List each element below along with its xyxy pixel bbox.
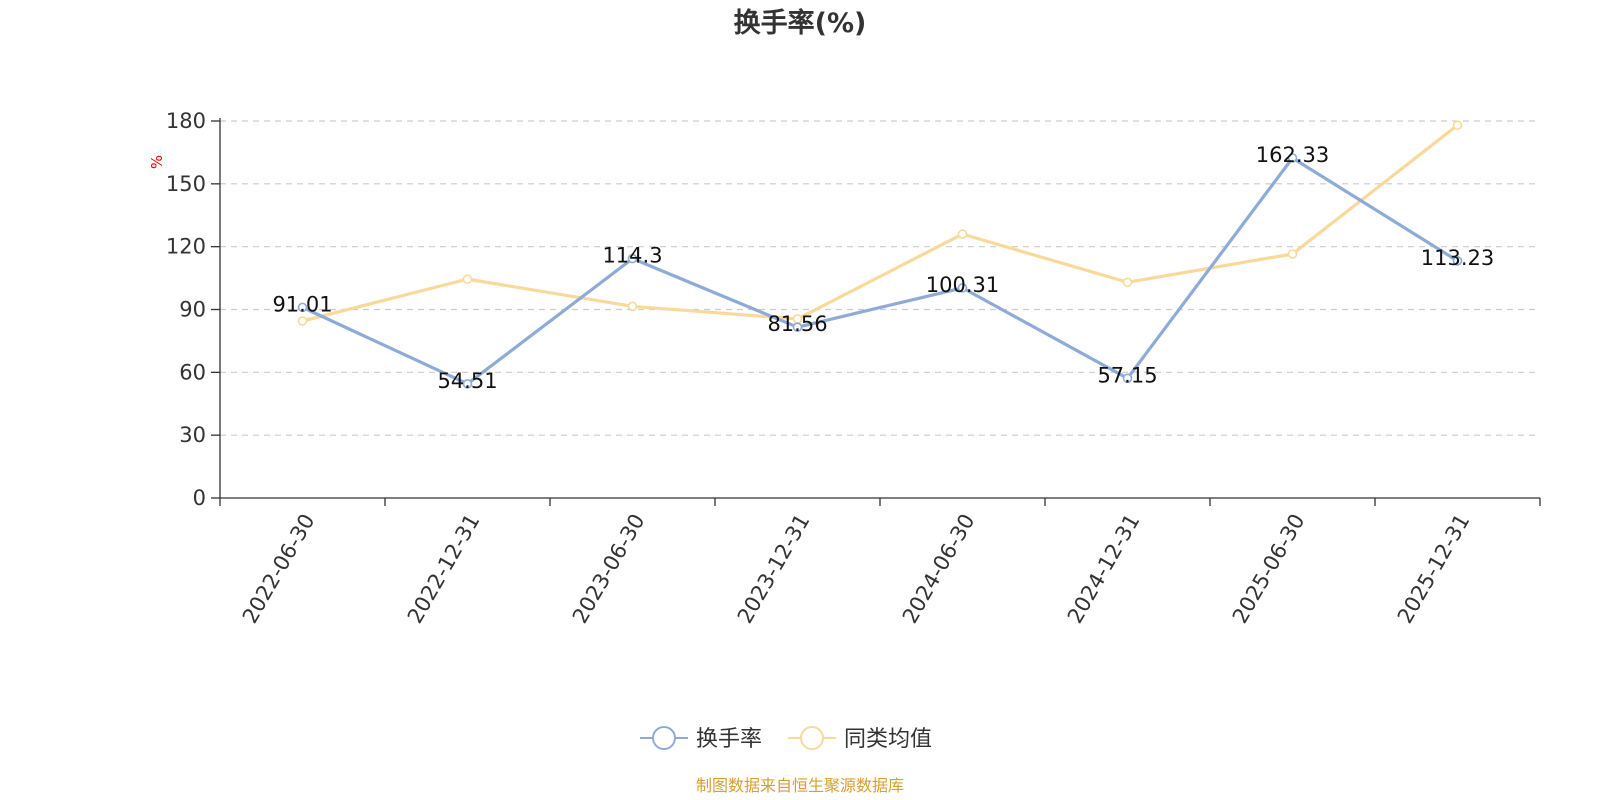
data-point[interactable] xyxy=(1122,373,1133,384)
series-line-1 xyxy=(302,123,1459,323)
data-label: 54.51 xyxy=(437,369,497,393)
y-axis-unit: % xyxy=(148,155,166,169)
data-point[interactable] xyxy=(627,301,638,312)
y-tick-label: 60 xyxy=(179,360,206,384)
y-tick-label: 90 xyxy=(179,298,206,322)
x-axis-ticks: 2022-06-30 2022-12-31 2023-06-30 2023-12-31… xyxy=(219,498,1541,628)
data-label: 162.33 xyxy=(1256,143,1329,167)
x-tick-label: 2024-06-30 xyxy=(898,510,980,628)
data-label: 114.3 xyxy=(602,244,662,268)
series-lines xyxy=(297,120,1463,389)
x-tick-label: 2024-12-31 xyxy=(1063,510,1145,628)
x-tick-label: 2023-06-30 xyxy=(568,510,650,628)
y-tick-label: 150 xyxy=(166,172,206,196)
legend-item[interactable]: 同类均值 xyxy=(788,726,932,752)
data-label: 91.01 xyxy=(272,292,332,316)
data-point[interactable] xyxy=(792,322,803,332)
data-label: 57.15 xyxy=(1097,363,1157,387)
y-axis-ticks: 0 30 60 90 120 150 180 xyxy=(166,109,220,510)
data-labels: 91.01 54.51 114.3 81.56 100.31 57.15 162.33 113… xyxy=(272,143,1494,393)
legend[interactable]: 换手率 同类均值 xyxy=(640,726,932,752)
data-point[interactable] xyxy=(297,316,308,326)
data-point[interactable] xyxy=(957,229,968,239)
legend-label: 同类均值 xyxy=(844,727,932,752)
series-line-0 xyxy=(301,156,1459,386)
y-tick-label: 30 xyxy=(179,423,206,447)
data-point[interactable] xyxy=(297,302,308,313)
x-tick-label: 2022-06-30 xyxy=(238,510,320,628)
legend-label: 换手率 xyxy=(696,727,762,752)
data-point[interactable] xyxy=(627,253,638,264)
data-point[interactable] xyxy=(957,283,968,293)
legend-marker xyxy=(800,726,824,750)
y-tick-label: 120 xyxy=(166,235,206,259)
data-point[interactable] xyxy=(1122,277,1133,288)
legend-item[interactable]: 换手率 xyxy=(640,726,762,752)
data-label: 113.23 xyxy=(1421,246,1494,270)
data-point[interactable] xyxy=(1452,120,1463,130)
y-tick-label: 180 xyxy=(166,109,206,133)
legend-marker xyxy=(652,726,676,750)
x-tick-label: 2023-12-31 xyxy=(733,510,815,628)
y-tick-label: 0 xyxy=(193,486,206,510)
data-point[interactable] xyxy=(462,274,473,284)
data-point[interactable] xyxy=(1287,249,1298,259)
x-tick-label: 2022-12-31 xyxy=(403,510,485,628)
source-note: 制图数据来自恒生聚源数据库 xyxy=(696,776,904,795)
data-point[interactable] xyxy=(1452,256,1463,266)
data-point[interactable] xyxy=(462,379,473,389)
data-label: 81.56 xyxy=(767,312,827,336)
data-point[interactable] xyxy=(1287,153,1298,163)
x-tick-label: 2025-12-31 xyxy=(1393,510,1475,628)
chart-title: 换手率(%) xyxy=(734,7,867,39)
data-label: 100.31 xyxy=(926,273,999,297)
x-tick-label: 2025-06-30 xyxy=(1228,510,1310,628)
